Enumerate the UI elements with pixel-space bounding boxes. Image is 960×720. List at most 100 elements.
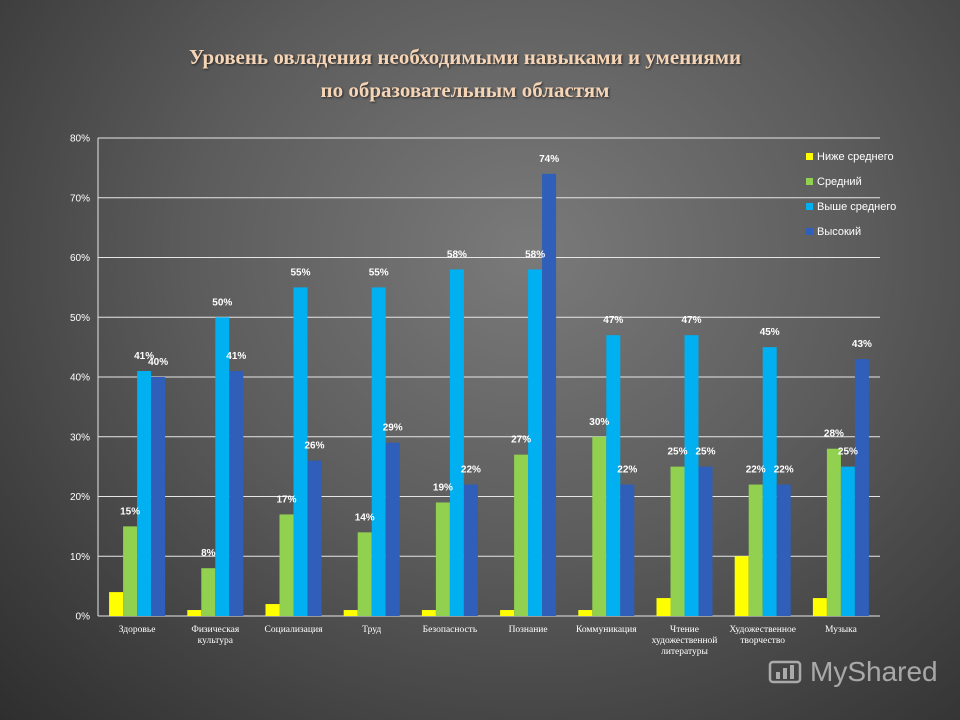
watermark: MyShared	[768, 656, 938, 688]
x-axis-categories: Здоровье Физическая культура Социализация Тр…	[119, 625, 858, 657]
legend-label: Выше среднего	[817, 201, 896, 213]
bar-chart-logo-icon	[768, 660, 802, 684]
bar	[500, 610, 515, 616]
data-label: 43%	[852, 339, 872, 350]
bar	[215, 317, 230, 616]
legend-label: Средний	[817, 176, 862, 188]
x-tick-label: Познание	[509, 625, 548, 635]
data-label: 22%	[617, 465, 637, 476]
bar	[357, 532, 372, 616]
data-label: 45%	[760, 327, 780, 338]
bar	[151, 377, 166, 616]
bar	[840, 466, 855, 616]
legend-label: Высокий	[817, 226, 861, 238]
y-tick-label: 60%	[70, 253, 90, 264]
bar	[812, 598, 827, 616]
bar	[528, 269, 543, 616]
bar	[307, 460, 322, 616]
y-tick-label: 30%	[70, 432, 90, 443]
bar	[385, 442, 400, 616]
bar	[201, 568, 216, 616]
data-label: 29%	[383, 423, 403, 434]
data-label: 55%	[369, 267, 389, 278]
bar	[279, 514, 294, 616]
data-label: 41%	[226, 351, 246, 362]
y-tick-label: 70%	[70, 193, 90, 204]
bar	[123, 526, 138, 616]
data-label: 58%	[525, 249, 545, 260]
legend-swatch	[806, 203, 813, 210]
bar	[371, 287, 386, 616]
data-label: 22%	[746, 465, 766, 476]
bar	[776, 484, 791, 616]
x-tick-label: Художественное творчество	[729, 625, 796, 646]
bar	[435, 502, 450, 616]
bar	[854, 359, 869, 616]
bar	[137, 371, 152, 616]
bar	[620, 484, 635, 616]
x-tick-label: Чтение художественной литературы	[652, 625, 718, 657]
bar	[293, 287, 308, 616]
bar	[762, 347, 777, 616]
data-label: 40%	[148, 357, 168, 368]
bar	[578, 610, 593, 616]
chart-title-line-2: по образовательным областям	[320, 78, 610, 102]
legend-swatch	[806, 178, 813, 185]
data-label: 25%	[667, 447, 687, 458]
bar	[734, 556, 749, 616]
legend: Ниже среднего Средний Выше среднего Высокий	[806, 151, 896, 238]
bar	[449, 269, 464, 616]
data-label: 30%	[589, 417, 609, 428]
bar	[606, 335, 621, 616]
x-tick-label: Физическая культура	[191, 625, 240, 646]
data-label: 22%	[461, 465, 481, 476]
data-label: 14%	[355, 512, 375, 523]
bar	[109, 592, 124, 616]
data-label: 55%	[290, 267, 310, 278]
x-tick-label: Коммуникация	[576, 625, 637, 635]
y-tick-label: 50%	[70, 313, 90, 324]
bar	[542, 173, 557, 616]
bar	[684, 335, 699, 616]
bar	[265, 604, 280, 616]
data-label: 47%	[603, 315, 623, 326]
bar	[748, 484, 763, 616]
legend-swatch	[806, 153, 813, 160]
data-label: 26%	[304, 441, 324, 452]
y-axis-ticks: 0% 10% 20% 30% 40% 50% 60% 70% 80%	[70, 134, 90, 623]
data-label: 15%	[120, 506, 140, 517]
y-tick-label: 80%	[70, 134, 90, 145]
data-label: 25%	[695, 447, 715, 458]
data-label: 50%	[212, 297, 232, 308]
x-tick-label: Безопасность	[423, 625, 478, 635]
data-label: 8%	[201, 548, 216, 559]
data-label: 25%	[838, 447, 858, 458]
bars	[109, 173, 869, 616]
y-tick-label: 20%	[70, 492, 90, 503]
data-label: 27%	[511, 435, 531, 446]
legend-label: Ниже среднего	[817, 151, 894, 163]
bar	[343, 610, 358, 616]
bar	[187, 610, 202, 616]
data-label: 28%	[824, 429, 844, 440]
data-label: 22%	[774, 465, 794, 476]
data-label: 58%	[447, 249, 467, 260]
chart-title-line-1: Уровень овладения необходимыми навыками …	[188, 45, 742, 69]
y-tick-label: 10%	[70, 552, 90, 563]
bar	[514, 454, 529, 616]
bar	[421, 610, 436, 616]
data-label: 17%	[276, 494, 296, 505]
y-tick-label: 0%	[76, 612, 91, 623]
bar	[698, 466, 713, 616]
bar	[463, 484, 478, 616]
watermark-text: MyShared	[810, 656, 938, 687]
data-label: 41%	[134, 351, 154, 362]
data-label: 74%	[539, 154, 559, 165]
x-tick-label: Музыка	[825, 625, 858, 635]
bar	[592, 436, 607, 616]
bar	[229, 371, 244, 616]
data-label: 47%	[681, 315, 701, 326]
legend-swatch	[806, 228, 813, 235]
y-tick-label: 40%	[70, 373, 90, 384]
